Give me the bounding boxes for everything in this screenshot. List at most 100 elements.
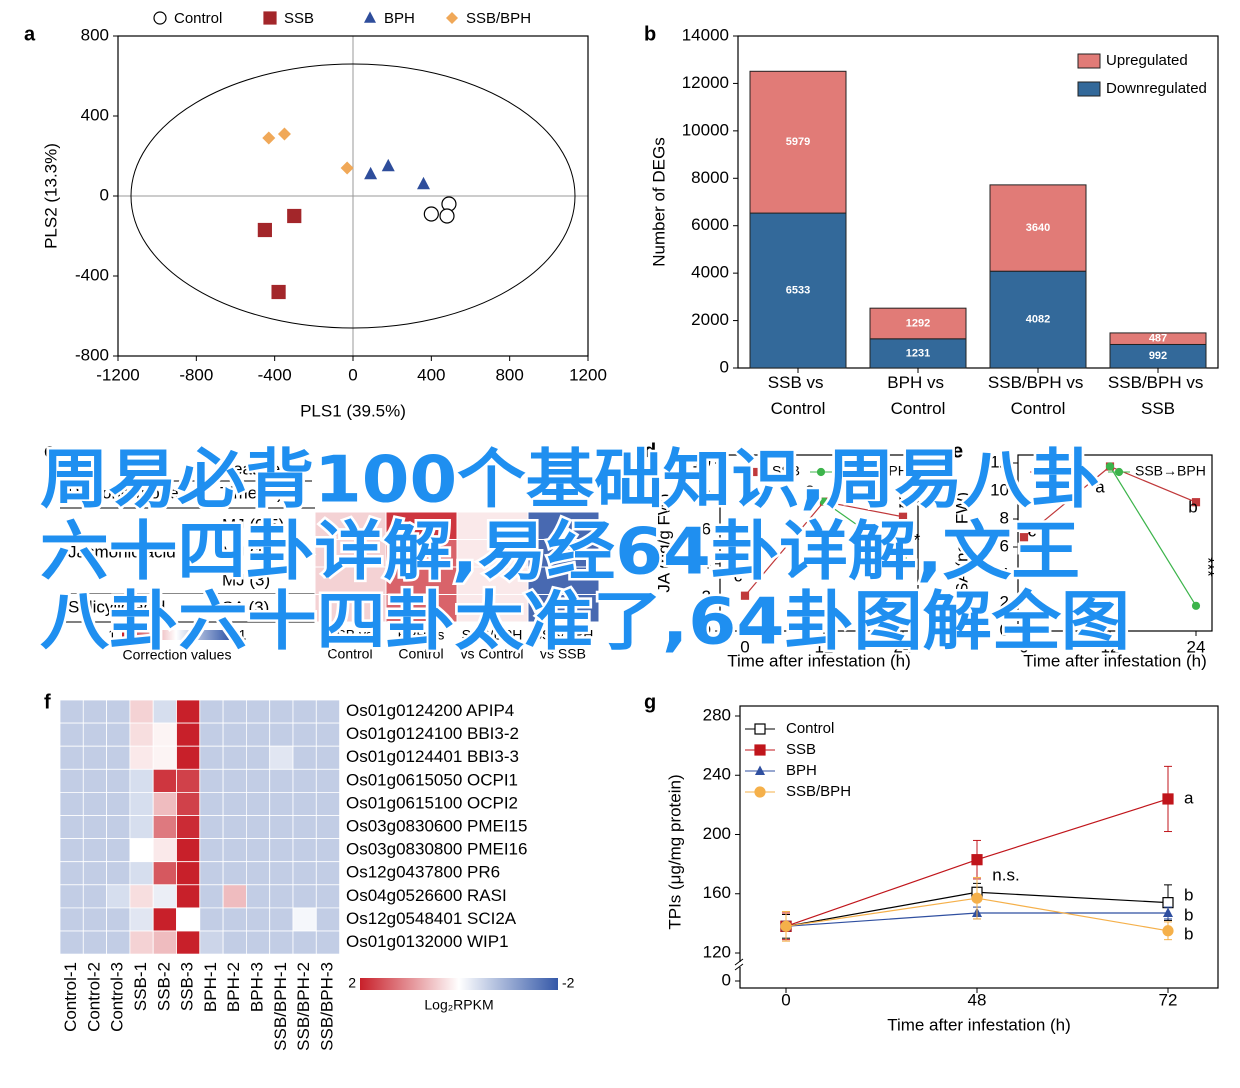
y-tick-label: 800 bbox=[81, 25, 109, 44]
column-label: SSB-2 bbox=[154, 962, 173, 1011]
marker bbox=[755, 765, 765, 775]
heat-cell bbox=[269, 699, 294, 724]
heat-cell bbox=[222, 930, 247, 955]
heat-cell bbox=[82, 745, 108, 770]
heat-cell bbox=[106, 861, 131, 886]
column-label: Control bbox=[327, 646, 372, 662]
row-label: MJ (3) bbox=[222, 570, 270, 589]
group-label: Salicylic acid bbox=[68, 598, 165, 617]
marker bbox=[423, 206, 439, 222]
heat-cell bbox=[59, 722, 84, 747]
heat-cell bbox=[269, 884, 294, 909]
heat-cell bbox=[292, 861, 317, 886]
row-label: Os01g0124401 BBI3-3 bbox=[346, 747, 519, 766]
y-axis-title: SA (ng/g FW) bbox=[952, 492, 971, 594]
heat-cell bbox=[314, 539, 387, 568]
heat-cell bbox=[269, 768, 294, 793]
row-label: Os04g0526600 RASI bbox=[346, 886, 507, 905]
y-tick-label: 6000 bbox=[691, 215, 729, 234]
marker bbox=[287, 208, 302, 224]
heat-cell bbox=[199, 722, 224, 747]
marker bbox=[754, 744, 766, 756]
value-label: 1231 bbox=[906, 347, 930, 359]
y-tick-label: 2000 bbox=[691, 310, 729, 329]
y-tick-label: 8 bbox=[702, 486, 711, 505]
value-label: 1292 bbox=[906, 317, 930, 329]
legend-label: SSB bbox=[772, 463, 800, 479]
x-tick-label: 0 bbox=[781, 990, 790, 1009]
plot-frame bbox=[737, 35, 1219, 369]
marker bbox=[1105, 462, 1115, 471]
panel-letter: f bbox=[44, 691, 51, 713]
x-tick-label: 24 bbox=[894, 637, 913, 656]
heat-cell bbox=[527, 511, 600, 540]
colorbar-tick-label: -2 bbox=[562, 975, 575, 991]
y-tick-label: 0 bbox=[720, 357, 729, 376]
heat-cell bbox=[59, 745, 84, 770]
annotation: c bbox=[1028, 521, 1037, 540]
panel-letter: g bbox=[644, 691, 656, 713]
confidence-ellipse bbox=[130, 63, 576, 329]
bar-segment bbox=[869, 338, 967, 369]
row-label: Os01g0132000 WIP1 bbox=[346, 932, 509, 951]
heat-cell bbox=[222, 745, 247, 770]
legend-label: Control bbox=[786, 720, 834, 737]
marker bbox=[1162, 793, 1174, 805]
heat-cell bbox=[152, 699, 177, 724]
bar-segment bbox=[749, 212, 847, 369]
heat-cell bbox=[245, 884, 271, 909]
heat-cell bbox=[176, 815, 201, 840]
marker bbox=[754, 786, 766, 798]
annotation: b bbox=[898, 492, 907, 511]
heat-cell bbox=[152, 861, 177, 886]
series-line bbox=[1109, 466, 1197, 607]
heat-cell bbox=[59, 699, 84, 724]
value-label: 4082 bbox=[1026, 314, 1050, 326]
y-tick-label: 200 bbox=[703, 824, 731, 843]
annotation: *** bbox=[1199, 557, 1218, 577]
heat-cell bbox=[106, 838, 131, 863]
x-tick-label: 0 bbox=[740, 637, 749, 656]
annotation: b bbox=[1184, 905, 1193, 924]
y-tick-label: 6 bbox=[702, 520, 711, 539]
y-tick-label: 8 bbox=[1000, 508, 1009, 527]
annotation: n.s. bbox=[992, 865, 1019, 884]
row-label: Os01g0124100 BBI3-2 bbox=[346, 724, 519, 743]
marker bbox=[1114, 467, 1124, 477]
heat-cell bbox=[456, 594, 529, 623]
legend-label: SSB→BPH bbox=[1135, 463, 1206, 479]
marker bbox=[780, 920, 792, 932]
marker bbox=[898, 512, 908, 521]
heat-cell bbox=[176, 699, 201, 724]
marker bbox=[1163, 907, 1173, 918]
heat-cell bbox=[106, 815, 131, 840]
heat-cell bbox=[269, 745, 294, 770]
legend-swatch bbox=[1077, 81, 1101, 97]
heat-cell bbox=[152, 930, 177, 955]
x-tick-label: 800 bbox=[495, 365, 523, 384]
column-header: Time (h) bbox=[220, 483, 283, 502]
heat-cell bbox=[315, 745, 340, 770]
column-label: SSB/BPH-1 bbox=[271, 962, 290, 1051]
legend-label: Downregulated bbox=[1106, 80, 1207, 97]
heat-cell bbox=[315, 722, 340, 747]
heat-cell bbox=[106, 907, 131, 932]
legend-label: SSB/BPH bbox=[786, 783, 851, 800]
plot-frame bbox=[739, 705, 1219, 989]
heat-cell bbox=[129, 699, 154, 724]
heat-cell bbox=[152, 907, 177, 932]
heat-cell bbox=[314, 511, 387, 540]
group-label: Jasmonic acid bbox=[68, 543, 176, 562]
heat-cell bbox=[314, 566, 387, 595]
axis-break-gap bbox=[736, 962, 744, 967]
marker bbox=[340, 161, 354, 175]
y-tick-label: 160 bbox=[703, 883, 731, 902]
y-tick-label: 120 bbox=[703, 942, 731, 961]
heat-cell bbox=[245, 930, 271, 955]
heat-cell bbox=[245, 699, 271, 724]
y-tick-label: 4000 bbox=[691, 263, 729, 282]
row-label: SA (3) bbox=[222, 598, 269, 617]
heat-cell bbox=[199, 699, 224, 724]
marker bbox=[277, 127, 291, 141]
column-label: SSB/BPH bbox=[462, 627, 523, 643]
